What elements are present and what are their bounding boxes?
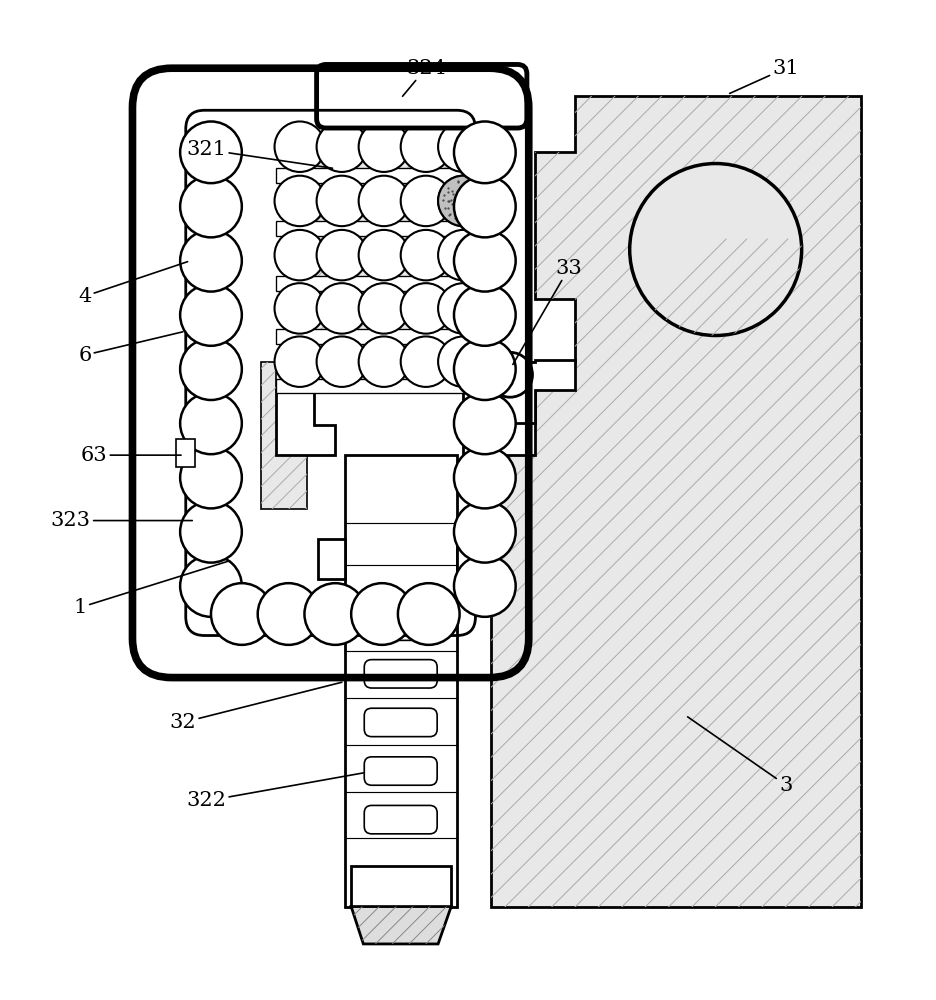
Circle shape bbox=[304, 583, 366, 645]
Polygon shape bbox=[491, 96, 860, 907]
Polygon shape bbox=[457, 539, 485, 579]
Circle shape bbox=[454, 393, 516, 454]
Text: 322: 322 bbox=[186, 773, 363, 810]
Text: 321: 321 bbox=[186, 140, 332, 168]
Text: 33: 33 bbox=[513, 259, 582, 364]
FancyBboxPatch shape bbox=[316, 64, 527, 128]
Circle shape bbox=[274, 176, 325, 226]
Circle shape bbox=[438, 176, 489, 226]
Circle shape bbox=[454, 121, 516, 183]
Circle shape bbox=[401, 283, 451, 334]
Circle shape bbox=[488, 352, 533, 397]
FancyBboxPatch shape bbox=[364, 660, 437, 688]
Polygon shape bbox=[351, 866, 451, 907]
Polygon shape bbox=[344, 455, 457, 907]
Circle shape bbox=[358, 121, 409, 172]
Circle shape bbox=[180, 393, 241, 454]
Circle shape bbox=[316, 336, 367, 387]
Circle shape bbox=[316, 121, 367, 172]
Circle shape bbox=[180, 121, 241, 183]
Text: 324: 324 bbox=[402, 59, 446, 96]
Circle shape bbox=[454, 447, 516, 508]
Circle shape bbox=[438, 336, 489, 387]
Polygon shape bbox=[463, 390, 535, 455]
Bar bbox=[176, 439, 195, 467]
Polygon shape bbox=[307, 119, 491, 390]
Bar bbox=[276, 276, 496, 291]
Circle shape bbox=[454, 284, 516, 346]
Circle shape bbox=[316, 230, 367, 280]
FancyBboxPatch shape bbox=[364, 805, 437, 834]
Circle shape bbox=[454, 338, 516, 400]
Circle shape bbox=[630, 164, 801, 336]
Circle shape bbox=[401, 230, 451, 280]
Circle shape bbox=[180, 555, 241, 617]
Polygon shape bbox=[260, 362, 307, 509]
Text: 3: 3 bbox=[688, 717, 793, 795]
Circle shape bbox=[180, 338, 241, 400]
Bar bbox=[276, 379, 496, 393]
Circle shape bbox=[438, 230, 489, 280]
FancyBboxPatch shape bbox=[364, 612, 437, 640]
Circle shape bbox=[351, 583, 413, 645]
Circle shape bbox=[438, 283, 489, 334]
Circle shape bbox=[454, 501, 516, 563]
Text: 1: 1 bbox=[73, 561, 229, 617]
Circle shape bbox=[454, 176, 516, 237]
Circle shape bbox=[211, 583, 272, 645]
Text: 323: 323 bbox=[51, 511, 192, 530]
Text: 31: 31 bbox=[730, 59, 799, 93]
Text: 63: 63 bbox=[80, 446, 181, 465]
Circle shape bbox=[438, 121, 489, 172]
Text: 6: 6 bbox=[79, 332, 183, 365]
Circle shape bbox=[401, 336, 451, 387]
Circle shape bbox=[454, 555, 516, 617]
Bar bbox=[276, 329, 496, 344]
Bar bbox=[276, 221, 496, 236]
Circle shape bbox=[401, 176, 451, 226]
Circle shape bbox=[180, 176, 241, 237]
Circle shape bbox=[358, 230, 409, 280]
Circle shape bbox=[358, 283, 409, 334]
Circle shape bbox=[180, 447, 241, 508]
Circle shape bbox=[180, 230, 241, 292]
FancyBboxPatch shape bbox=[364, 708, 437, 737]
Circle shape bbox=[401, 121, 451, 172]
Text: 4: 4 bbox=[79, 262, 187, 306]
Circle shape bbox=[257, 583, 319, 645]
Polygon shape bbox=[318, 539, 344, 579]
Circle shape bbox=[180, 284, 241, 346]
Polygon shape bbox=[351, 907, 451, 944]
FancyBboxPatch shape bbox=[364, 757, 437, 785]
Circle shape bbox=[358, 336, 409, 387]
Circle shape bbox=[274, 121, 325, 172]
Circle shape bbox=[274, 336, 325, 387]
Circle shape bbox=[180, 501, 241, 563]
Circle shape bbox=[274, 283, 325, 334]
Circle shape bbox=[316, 176, 367, 226]
Circle shape bbox=[358, 176, 409, 226]
Circle shape bbox=[274, 230, 325, 280]
Polygon shape bbox=[463, 360, 576, 423]
Polygon shape bbox=[276, 390, 335, 455]
Circle shape bbox=[316, 283, 367, 334]
Text: 32: 32 bbox=[169, 682, 342, 732]
Circle shape bbox=[454, 230, 516, 292]
Circle shape bbox=[398, 583, 460, 645]
Bar bbox=[276, 168, 496, 183]
Circle shape bbox=[438, 176, 489, 226]
